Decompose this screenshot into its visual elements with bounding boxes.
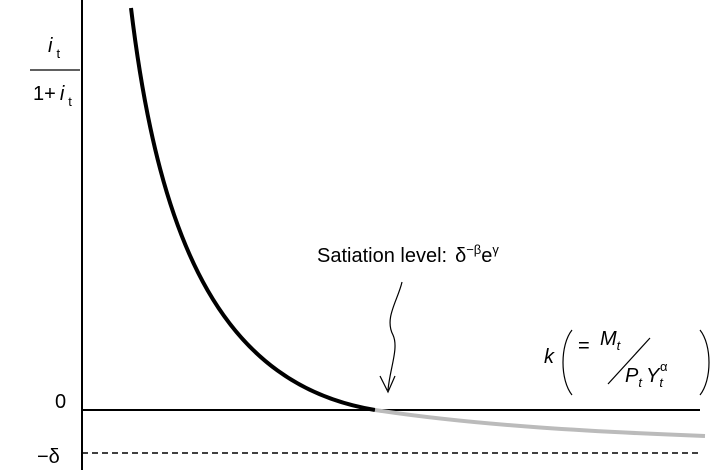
annotation-delta-sup: −β: [466, 242, 481, 257]
y-label-i: i: [48, 35, 53, 57]
x-label-slash: [607, 337, 651, 385]
x-label-y-sub: t: [659, 375, 664, 390]
minus-delta-label: −δ: [37, 446, 60, 468]
annotation-e: e: [481, 245, 492, 267]
x-label-equals: =: [578, 335, 590, 357]
right-paren: [699, 329, 710, 396]
annotation: Satiation level: δ−βeγ: [317, 242, 499, 267]
y-label-one-plus: 1+: [33, 83, 56, 105]
y-label-denominator: 1+ i t: [33, 83, 72, 109]
x-label-m: Mt: [600, 328, 622, 353]
x-label-k: k: [544, 346, 555, 368]
x-label-m-sub: t: [617, 338, 622, 353]
annotation-e-sup: γ: [492, 242, 499, 257]
x-label-y: Y: [646, 365, 661, 387]
demand-curve: [129, 7, 376, 412]
zero-label: 0: [55, 391, 66, 413]
x-label-p-sub: t: [638, 375, 643, 390]
x-label-y-sup: α: [660, 359, 668, 374]
annotation-text: Satiation level:: [317, 245, 447, 267]
x-label-py: Pt Ytα: [625, 359, 668, 390]
y-label-sub: t: [56, 46, 60, 61]
annotation-delta: δ: [455, 245, 466, 267]
annotation-arrow: [387, 281, 403, 391]
left-paren: [562, 329, 573, 396]
satiated-curve: [374, 408, 706, 438]
x-label-m-letter: M: [600, 328, 617, 350]
y-label-i: i: [60, 83, 65, 105]
arrow-head: [379, 375, 396, 394]
x-label-p: P: [625, 365, 639, 387]
y-label-sub: t: [68, 94, 72, 109]
